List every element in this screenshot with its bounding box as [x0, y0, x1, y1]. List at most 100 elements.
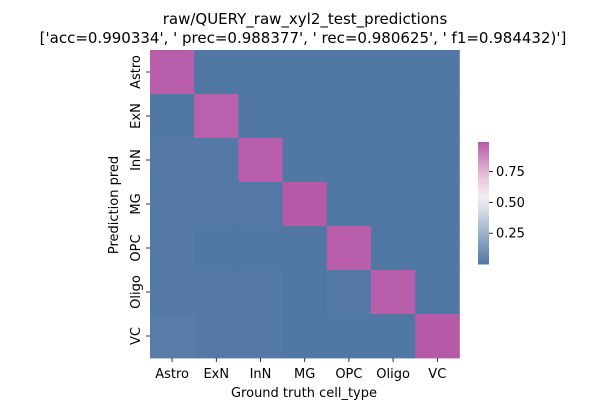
colorbar-segment [478, 250, 489, 253]
colorbar-segment [478, 193, 489, 196]
chart-title: raw/QUERY_raw_xyl2_test_predictions [163, 10, 448, 29]
colorbar-segment [478, 262, 489, 265]
colorbar-segment [478, 187, 489, 190]
colorbar-segment [478, 153, 489, 155]
colorbar-segment [478, 194, 489, 197]
colorbar-segment [478, 157, 489, 159]
colorbar-segment [478, 214, 489, 216]
colorbar-segment [478, 184, 489, 187]
colorbar-segment [478, 248, 489, 251]
colorbar-segment [478, 210, 489, 212]
y-axis-ticks: Astro ExN InN MG OPC Oligo VC [129, 55, 150, 345]
heatmap-cell-Oligo-MG [282, 270, 328, 315]
heatmap-cell-MG-InN [238, 182, 283, 227]
colorbar-segment [478, 249, 489, 252]
y-tick-label: Astro [129, 55, 144, 89]
colorbar-tick-label: 0.50 [496, 196, 525, 211]
heatmap-cell-InN-OPC [326, 138, 372, 183]
heatmap-cell-InN-Oligo [371, 138, 416, 183]
colorbar-segment [478, 185, 489, 188]
colorbar-segment [478, 154, 489, 156]
heatmap-cell-OPC-MG [282, 226, 328, 271]
colorbar-segment [478, 241, 489, 244]
y-tick-label: InN [129, 149, 144, 171]
colorbar-segment [478, 152, 489, 154]
colorbar-segment [478, 151, 489, 153]
colorbar-segment [478, 196, 489, 199]
heatmap-cell-VC-MG [282, 314, 328, 359]
heatmap-cell-Oligo-Oligo [371, 270, 416, 315]
heatmap-cell-ExN-OPC [326, 94, 372, 139]
colorbar-segment [478, 163, 489, 165]
colorbar-segment [478, 242, 489, 245]
colorbar-segment [478, 162, 489, 164]
colorbar-segment [478, 199, 489, 202]
colorbar-segment [478, 171, 489, 173]
colorbar-segment [478, 236, 489, 239]
colorbar-segment [478, 222, 489, 224]
colorbar-segment [478, 220, 489, 222]
y-tick-label: VC [129, 327, 144, 345]
y-tick-label: OPC [129, 234, 144, 261]
colorbar-segment [478, 205, 489, 207]
colorbar-segment [478, 183, 489, 186]
colorbar-segment [478, 190, 489, 193]
colorbar-segment [478, 186, 489, 189]
colorbar-segment [478, 240, 489, 243]
heatmap-cell-InN-InN [238, 138, 283, 183]
colorbar-segment [478, 238, 489, 241]
heatmap-cell-OPC-InN [238, 226, 283, 271]
colorbar-segment [478, 144, 489, 146]
colorbar-segment [478, 191, 489, 194]
colorbar-segment [478, 228, 489, 230]
colorbar-segment [478, 219, 489, 221]
heatmap-cell-MG-OPC [326, 182, 372, 227]
colorbar-segment [478, 207, 489, 209]
heatmap-cell-Astro-VC [415, 50, 460, 95]
colorbar-segment [478, 167, 489, 169]
heatmap-cell-ExN-ExN [194, 94, 239, 139]
heatmap-cell-VC-VC [415, 314, 460, 359]
colorbar-segment [478, 225, 489, 227]
x-tick-label: OPC [335, 367, 362, 382]
colorbar-segment [478, 192, 489, 195]
colorbar-segment [478, 178, 489, 181]
colorbar-segment [478, 161, 489, 163]
heatmap-cell-Oligo-Astro [150, 270, 195, 315]
colorbar-segment [478, 204, 489, 206]
heatmap-cell-Astro-Astro [150, 50, 195, 95]
colorbar-segment [478, 229, 489, 231]
colorbar-segment [478, 234, 489, 237]
x-axis-ticks: Astro ExN InN MG OPC Oligo VC [155, 358, 446, 382]
colorbar-segment [478, 247, 489, 250]
colorbar-segment [478, 148, 489, 150]
heatmap-cell-Astro-InN [238, 50, 283, 95]
y-tick-label: Oligo [129, 275, 144, 309]
colorbar-segment [478, 189, 489, 192]
colorbar-segment [478, 158, 489, 160]
colorbar-segment [478, 261, 489, 264]
colorbar-segment [478, 201, 489, 204]
colorbar-segment [478, 215, 489, 217]
colorbar-segment [478, 256, 489, 259]
colorbar-segment [478, 245, 489, 248]
heatmap-cell-ExN-MG [282, 94, 328, 139]
heatmap-cell-MG-MG [282, 182, 328, 227]
heatmap-cell-Astro-MG [282, 50, 328, 95]
heatmap-cell-OPC-Oligo [371, 226, 416, 271]
colorbar-segment [478, 233, 489, 236]
colorbar-segment [478, 230, 489, 232]
heatmap-cell-InN-Astro [150, 138, 195, 183]
colorbar-segment [478, 198, 489, 201]
colorbar-segment [478, 170, 489, 172]
x-tick-label: MG [294, 367, 315, 382]
colorbar-segment [478, 147, 489, 149]
colorbar-segment [478, 164, 489, 166]
colorbar-segment [478, 243, 489, 246]
colorbar-segment [478, 173, 489, 176]
colorbar-segment [478, 149, 489, 151]
colorbar-segment [478, 244, 489, 247]
heatmap-cell-Astro-OPC [326, 50, 372, 95]
heatmap-cell-OPC-Astro [150, 226, 195, 271]
